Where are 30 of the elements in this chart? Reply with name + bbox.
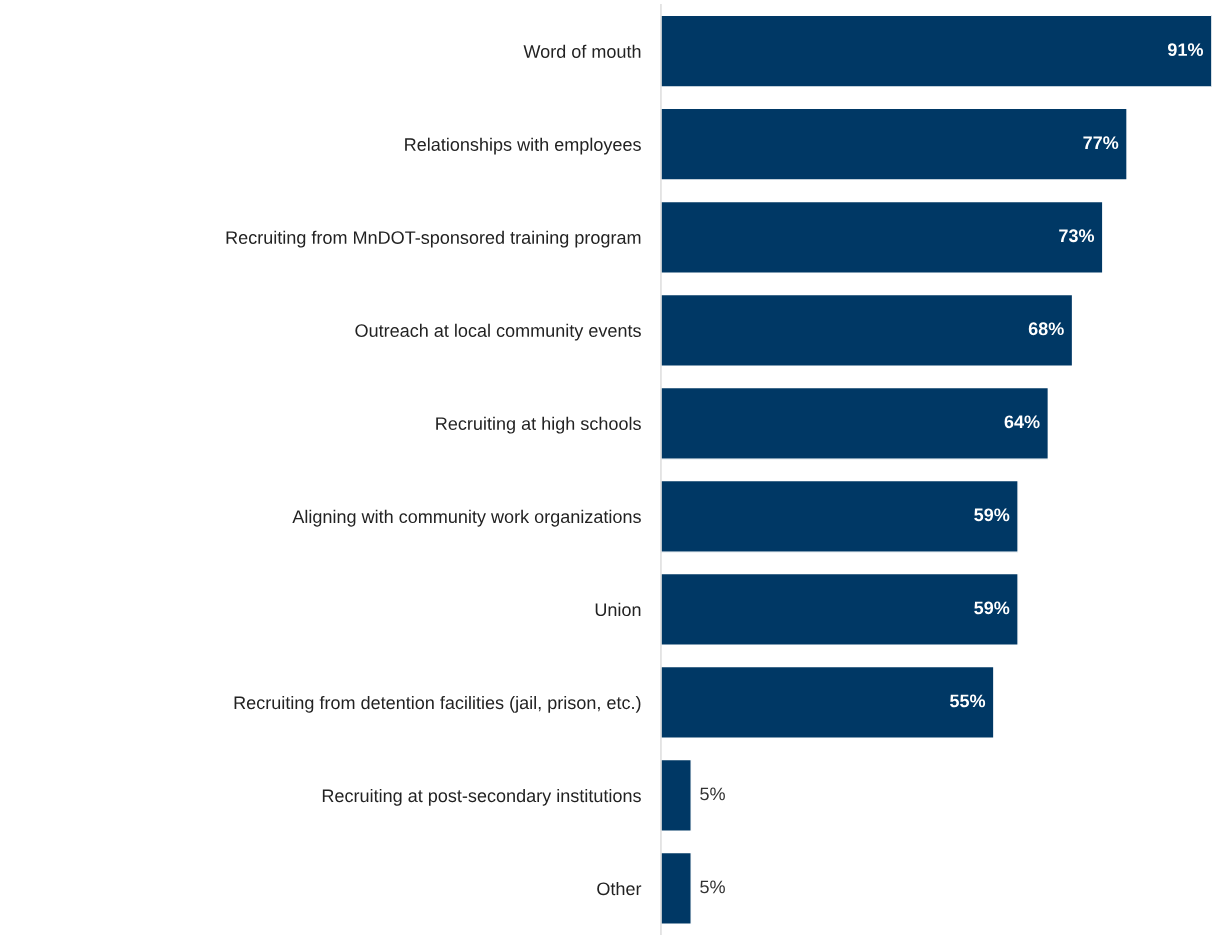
y-tick-label: Recruiting from detention facilities (jail, prison, etc.) <box>234 695 641 713</box>
bar <box>660 293 1074 367</box>
data-label: 5% <box>700 880 725 894</box>
bar <box>660 200 1104 274</box>
y-tick-label: Recruiting at high schools <box>436 416 641 434</box>
data-label: 64% <box>1004 415 1040 429</box>
data-label: 55% <box>950 694 986 708</box>
data-label: 5% <box>700 787 725 801</box>
y-tick-label: Outreach at local community events <box>355 323 641 341</box>
data-label: 59% <box>974 601 1010 615</box>
data-label: 77% <box>1083 136 1119 150</box>
y-tick-label: Aligning with community work organizations <box>292 509 641 527</box>
y-tick-label: Other <box>597 881 642 896</box>
y-tick-label: Relationships with employees <box>405 137 641 155</box>
bar <box>660 479 1019 553</box>
bar <box>660 107 1128 181</box>
y-tick-label: Union <box>595 602 641 617</box>
bar <box>660 572 1019 646</box>
y-tick-label: Recruiting at post-secondary institutions <box>322 788 641 806</box>
y-tick-label: Recruiting from MnDOT-sponsored training program <box>226 230 641 248</box>
data-label: 68% <box>1028 322 1064 336</box>
data-label: 91% <box>1167 43 1204 57</box>
data-label: 73% <box>1059 229 1095 243</box>
bar <box>660 758 692 832</box>
y-tick-label: Word of mouth <box>523 44 641 58</box>
bar <box>660 665 995 739</box>
bar <box>660 386 1050 460</box>
bar <box>660 851 692 925</box>
data-label: 59% <box>974 508 1010 522</box>
bar <box>660 14 1212 88</box>
